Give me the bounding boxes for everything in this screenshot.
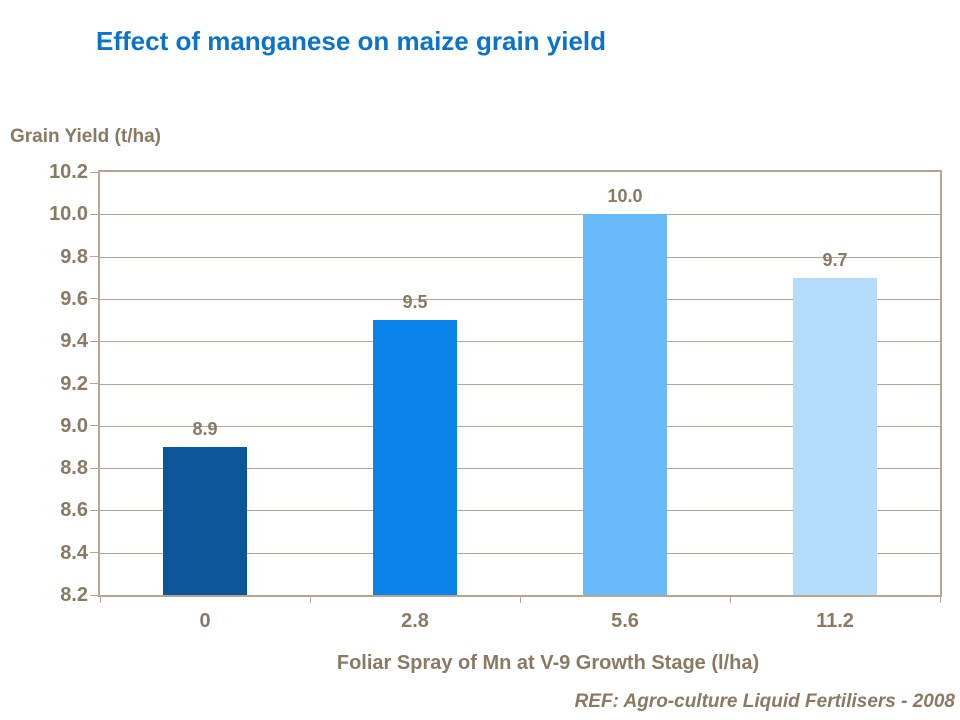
plot-area: 8.9 9.5 10.0 9.7 (100, 172, 940, 595)
reference-note: REF: Agro-culture Liquid Fertilisers - 2… (574, 691, 955, 712)
y-tick-mark (90, 171, 98, 173)
x-tick-label: 0 (199, 610, 211, 632)
y-gridline (100, 468, 940, 470)
y-tick-label: 8.2 (60, 584, 88, 606)
y-gridline (100, 510, 940, 512)
x-tick-mark (99, 597, 101, 603)
y-tick-mark (90, 552, 98, 554)
x-tick-label: 2.8 (401, 610, 429, 632)
bar (583, 214, 667, 595)
y-gridline (100, 214, 940, 216)
y-axis-title: Grain Yield (t/ha) (10, 126, 161, 147)
y-tick-mark (90, 594, 98, 596)
bar (793, 278, 877, 595)
y-tick-label: 9.6 (60, 287, 88, 310)
y-tick-label: 9.4 (60, 330, 88, 353)
y-tick-label: 10.2 (49, 161, 88, 183)
x-tick-label: 11.2 (816, 610, 854, 632)
y-tick-label: 9.2 (60, 372, 88, 395)
y-gridline (100, 256, 940, 258)
y-tick-mark (90, 213, 98, 215)
x-tick-mark (939, 597, 941, 603)
bar-chart: 8.9 9.5 10.0 9.7 0 2.8 5.6 11.2 (90, 171, 941, 631)
bar-value-label: 9.7 (822, 250, 848, 270)
bar (163, 447, 247, 595)
y-tick-mark (90, 383, 98, 384)
x-axis-title: Foliar Spray of Mn at V-9 Growth Stage (… (336, 652, 760, 674)
bar-value-label: 9.5 (402, 292, 428, 312)
bar-value-label: 8.9 (192, 419, 218, 439)
x-tick-mark (309, 597, 311, 603)
y-gridline (100, 552, 940, 554)
x-tick-mark (729, 597, 731, 603)
y-gridline (100, 298, 940, 300)
bar-value-label: 10.0 (607, 186, 643, 206)
y-gridline (100, 341, 940, 343)
x-tick-label: 5.6 (611, 610, 639, 632)
chart-title: Effect of manganese on maize grain yield (96, 26, 607, 56)
y-tick-label: 9.0 (60, 414, 88, 437)
y-tick-label: 9.8 (60, 245, 88, 268)
y-tick-label: 8.6 (60, 499, 88, 522)
y-tick-label: 8.8 (60, 457, 88, 480)
y-tick-mark (90, 467, 98, 469)
y-tick-label: 10.0 (49, 203, 88, 226)
y-tick-mark (90, 425, 98, 427)
bar (373, 320, 457, 595)
y-gridline (100, 383, 940, 385)
y-tick-mark (90, 298, 98, 300)
y-tick-mark (90, 340, 98, 342)
y-gridline (100, 425, 940, 427)
y-tick-mark (90, 256, 98, 258)
y-tick-mark (90, 509, 98, 511)
x-tick-mark (519, 597, 521, 603)
y-tick-label: 8.4 (60, 541, 88, 564)
